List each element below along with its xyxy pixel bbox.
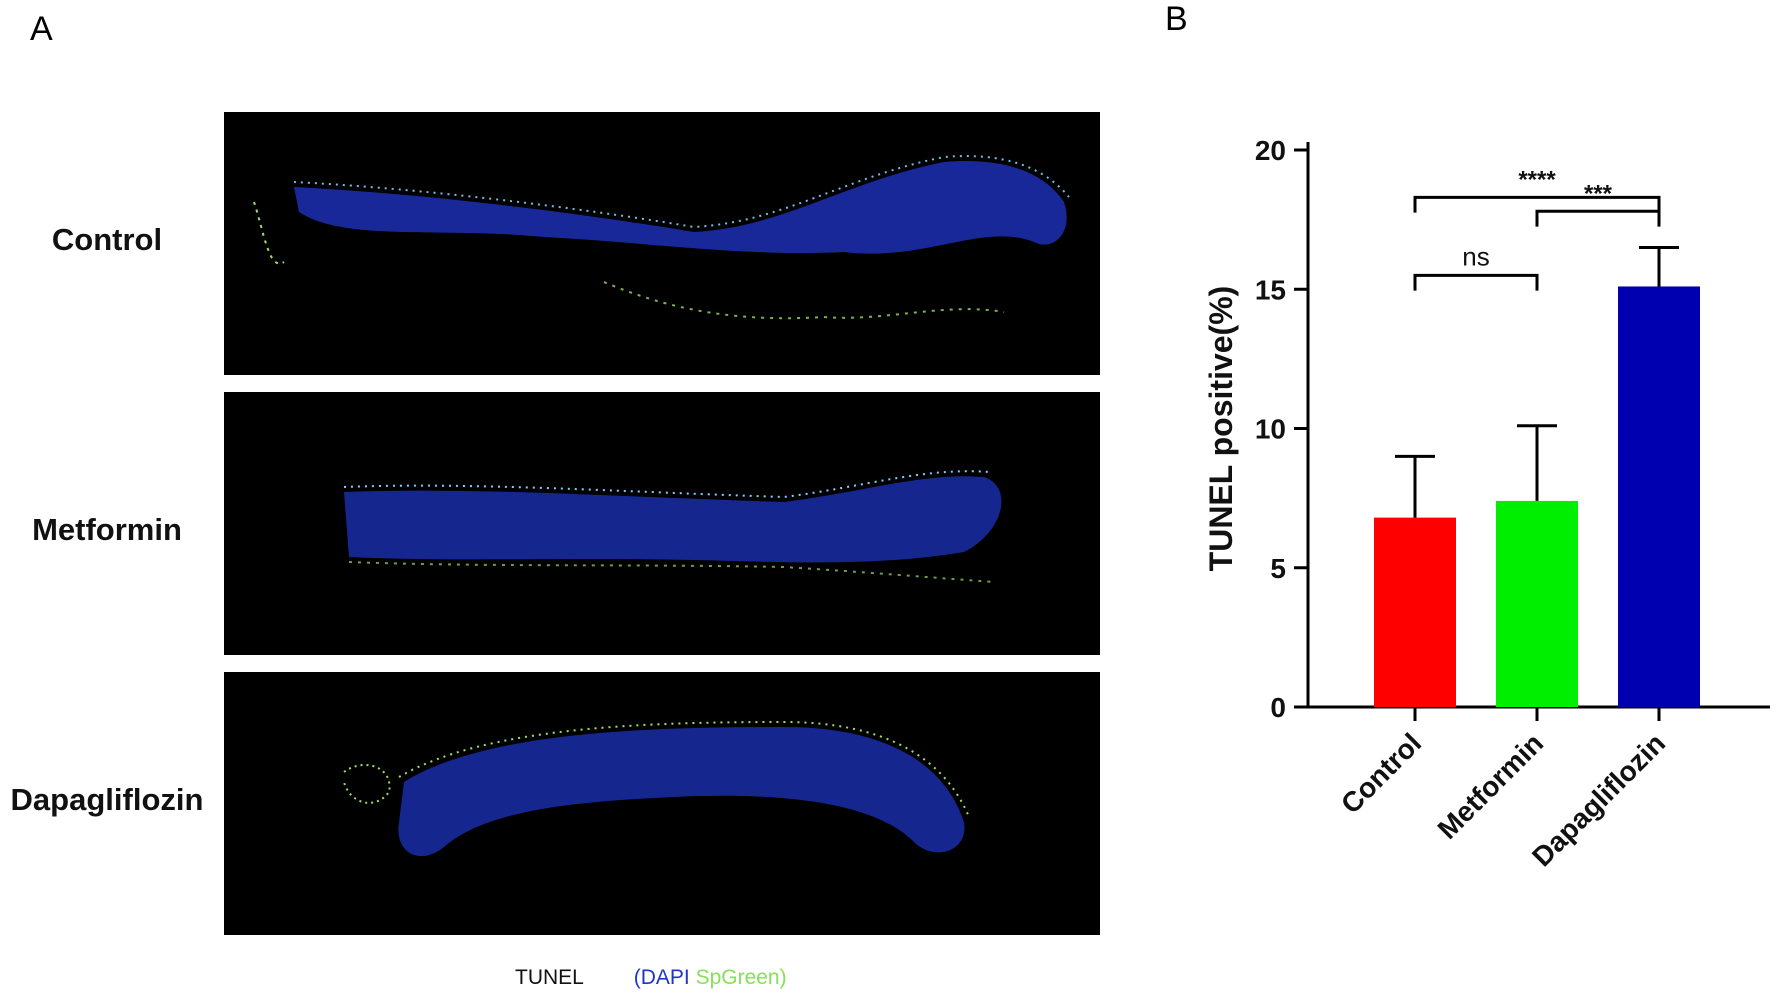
bar-control [1374, 517, 1456, 707]
chart-svg: 0 5 10 15 20 TUNEL positive(%) Control Metformi… [1203, 135, 1770, 872]
villi-outline-metformin [343, 470, 990, 499]
fragment-outline-dapagliflozin [343, 763, 391, 804]
significance-label: ns [1462, 241, 1489, 271]
stain-legend-tunel: TUNEL [515, 966, 584, 989]
bar-dapagliflozin [1618, 286, 1700, 707]
panel-b-letter: B [1165, 0, 1188, 38]
micrograph-metformin [224, 392, 1100, 655]
tissue-band-dapagliflozin [398, 727, 965, 857]
significance-bracket [1413, 273, 1539, 291]
micrograph-dapagliflozin [224, 672, 1100, 935]
row-label-control: Control [51, 222, 163, 257]
stain-legend-dapi: (DAPI [633, 966, 690, 989]
serosa-outline-control [603, 281, 1005, 320]
tunel-bar-chart: 0 5 10 15 20 TUNEL positive(%) Control Metformi… [1180, 90, 1780, 990]
y-tick-label: 10 [1255, 414, 1286, 445]
lower-outline-metformin [348, 561, 995, 583]
tissue-band-control [294, 161, 1067, 254]
micrograph-control [224, 112, 1100, 375]
significance-label: **** [1518, 166, 1556, 193]
villi-outline-control [293, 155, 1070, 229]
y-tick-label: 0 [1270, 692, 1286, 723]
y-tick-label: 20 [1255, 135, 1286, 166]
y-axis-label: TUNEL positive(%) [1203, 286, 1239, 572]
x-tick-label-control: Control [1335, 727, 1427, 819]
row-label-metformin: Metformin [32, 512, 182, 547]
significance-bracket [1535, 209, 1661, 227]
villi-outline-dapagliflozin [398, 720, 970, 818]
panel-a-letter: A [30, 10, 53, 48]
significance-label: *** [1584, 180, 1613, 207]
stain-legend-spgreen: SpGreen) [695, 966, 787, 989]
stain-legend: TUNEL (DAPI SpGreen) [515, 966, 787, 990]
y-tick-label: 15 [1255, 274, 1286, 305]
fragment-outline-control [253, 201, 285, 265]
y-tick-label: 5 [1270, 553, 1286, 584]
significance-bracket [1413, 195, 1661, 213]
bar-metformin [1496, 500, 1578, 707]
x-tick-label-metformin: Metformin [1432, 727, 1550, 845]
row-label-dapagliflozin: Dapagliflozin [10, 782, 204, 817]
tissue-band-metformin [344, 476, 1002, 563]
